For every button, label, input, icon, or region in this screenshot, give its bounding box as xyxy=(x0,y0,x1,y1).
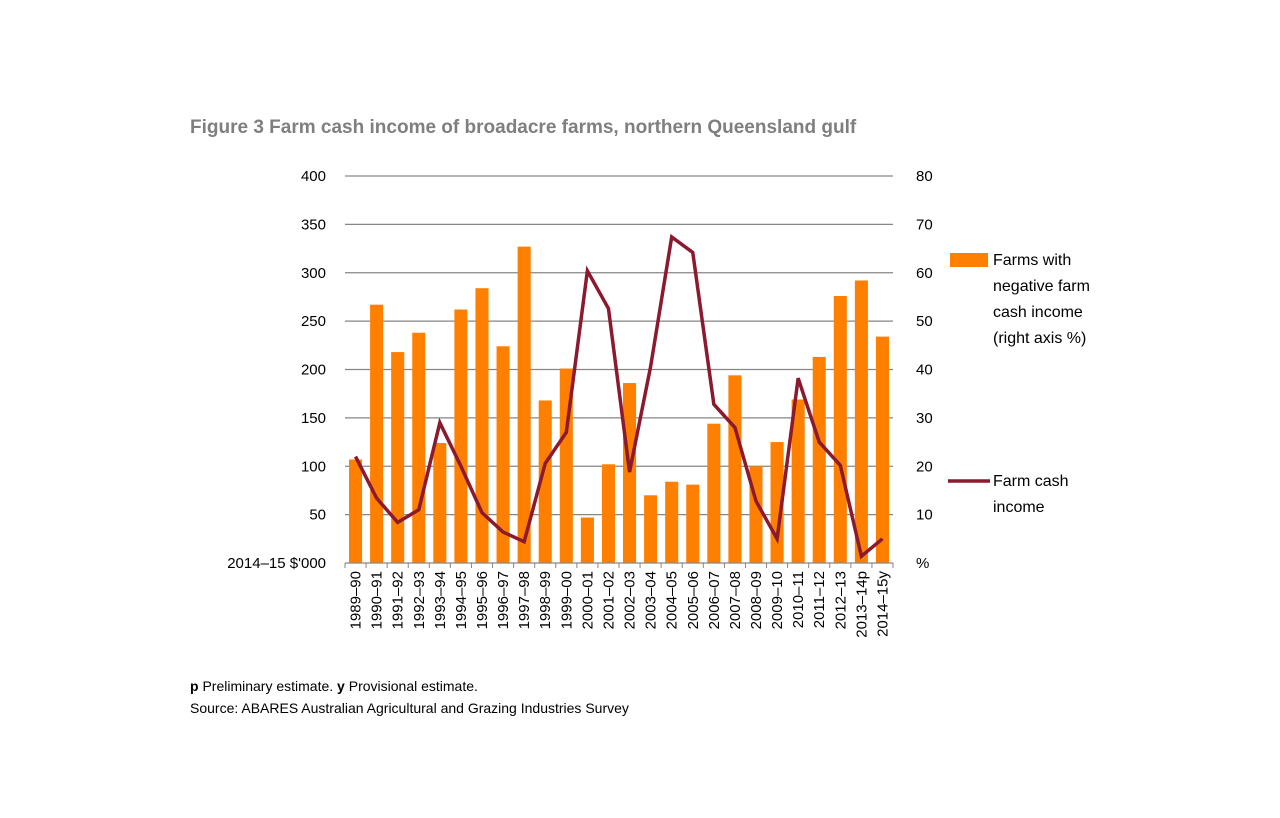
x-tick-label: 2002–03 xyxy=(622,571,639,629)
x-tick-label: 1990–91 xyxy=(369,571,386,629)
right-tick-label: 80 xyxy=(916,168,933,185)
footnote-p-text: Preliminary estimate. xyxy=(198,678,338,694)
left-tick-label: 300 xyxy=(301,265,326,282)
bar xyxy=(665,481,679,563)
x-tick-label: 1997–98 xyxy=(516,571,533,629)
bar xyxy=(728,375,742,563)
right-tick-label: 20 xyxy=(916,458,933,475)
legend-line-label-2: income xyxy=(993,499,1045,516)
bar xyxy=(833,295,847,563)
x-tick-label: 1995–96 xyxy=(474,571,491,629)
x-tick-label: 1996–97 xyxy=(495,571,512,629)
bar xyxy=(875,336,889,563)
left-tick-label: 150 xyxy=(301,410,326,427)
x-tick-label: 1993–94 xyxy=(432,571,449,629)
legend-bar-label-4: (right axis %) xyxy=(993,330,1087,347)
bar xyxy=(707,423,721,563)
bar xyxy=(391,352,405,563)
left-tick-label: 250 xyxy=(301,313,326,330)
x-tick-label: 2005–06 xyxy=(685,571,702,629)
bar xyxy=(517,246,531,563)
bar xyxy=(623,383,637,563)
x-tick-label: 2008–09 xyxy=(748,571,765,629)
bar xyxy=(538,400,552,563)
bar xyxy=(454,309,468,563)
bar xyxy=(854,280,868,563)
bar xyxy=(370,304,384,563)
x-tick-label: 2013–14p xyxy=(853,571,870,638)
legend-line: Farm cash income xyxy=(993,469,1069,521)
legend-bar-label-1: Farms with xyxy=(993,252,1072,269)
left-tick-label: 400 xyxy=(301,168,326,185)
x-tick-label: 2014–15y xyxy=(874,571,891,637)
bar xyxy=(686,484,700,563)
bar xyxy=(496,346,510,563)
source-note: Source: ABARES Australian Agricultural a… xyxy=(190,700,629,716)
x-tick-label: 1992–93 xyxy=(411,571,428,629)
x-tick-label: 2006–07 xyxy=(706,571,723,629)
line-series xyxy=(353,233,884,560)
bar xyxy=(791,399,805,563)
bar xyxy=(475,288,489,563)
footnote-y-text: Provisional estimate. xyxy=(344,678,478,694)
footnote-p: p xyxy=(190,678,199,694)
legend-bar-label-3: cash income xyxy=(993,304,1083,321)
x-tick-label: 1991–92 xyxy=(390,571,407,629)
right-tick-label: 30 xyxy=(916,410,933,427)
footnote-y: y xyxy=(337,678,345,694)
x-tick-label: 2009–10 xyxy=(769,571,786,629)
right-tick-label: 10 xyxy=(916,507,933,524)
left-tick-label: 350 xyxy=(301,216,326,233)
legend-bar: Farms with negative farm cash income (ri… xyxy=(993,248,1090,352)
footnote: p Preliminary estimate. y Provisional es… xyxy=(190,678,478,694)
bar xyxy=(412,332,426,563)
right-tick-label: 70 xyxy=(916,216,933,233)
legend-bar-swatch xyxy=(950,253,988,267)
right-tick-label: 40 xyxy=(916,362,933,379)
left-axis-label: 2014–15 $'000 xyxy=(227,555,326,572)
right-tick-label: 60 xyxy=(916,265,933,282)
x-tick-label: 2011–12 xyxy=(811,571,828,628)
legend-bar-label-2: negative farm xyxy=(993,278,1090,295)
x-tick-label: 2001–02 xyxy=(600,571,617,629)
bar xyxy=(349,459,363,563)
x-tick-label: 2003–04 xyxy=(643,571,660,629)
right-tick-label: 50 xyxy=(916,313,933,330)
legend-line-label-1: Farm cash xyxy=(993,473,1069,490)
left-tick-label: 200 xyxy=(301,362,326,379)
x-tick-label: 2007–08 xyxy=(727,571,744,629)
bar xyxy=(433,443,447,563)
bar xyxy=(812,356,826,563)
x-tick-label: 2010–11 xyxy=(790,571,807,628)
x-tick-label: 2004–05 xyxy=(664,571,681,629)
bar xyxy=(601,464,615,563)
bar xyxy=(644,495,658,563)
left-tick-label: 100 xyxy=(301,458,326,475)
right-axis-label: % xyxy=(916,555,929,572)
chart-title: Figure 3 Farm cash income of broadacre f… xyxy=(190,117,857,138)
x-tick-label: 1998–99 xyxy=(537,571,554,629)
x-tick-label: 1989–90 xyxy=(348,571,365,629)
x-tick-label: 2012–13 xyxy=(832,571,849,629)
x-tick-label: 1994–95 xyxy=(453,571,470,629)
x-tick-label: 2000–01 xyxy=(579,571,596,629)
left-tick-label: 50 xyxy=(309,507,326,524)
x-tick-label: 1999–00 xyxy=(558,571,575,629)
bar xyxy=(580,517,594,563)
